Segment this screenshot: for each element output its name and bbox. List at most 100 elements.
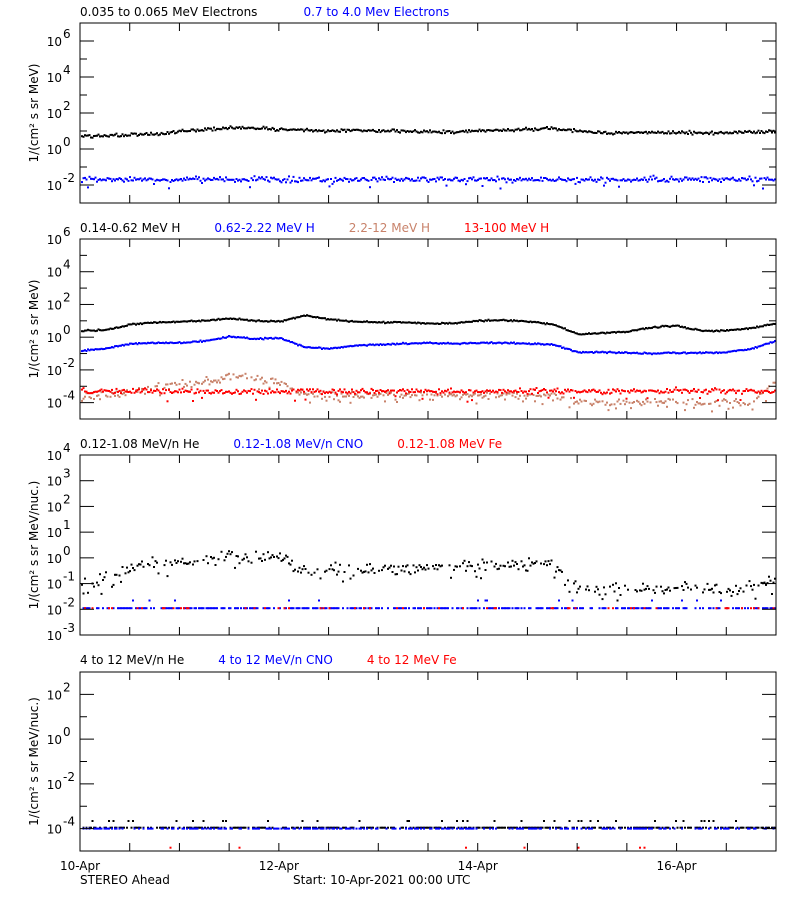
data-point [340, 178, 343, 181]
data-point [640, 827, 643, 830]
data-point [91, 607, 94, 610]
data-point [664, 589, 667, 591]
data-point [700, 352, 703, 355]
data-point [538, 128, 541, 131]
data-point [559, 392, 562, 395]
data-point [516, 607, 518, 610]
data-point [259, 826, 262, 829]
data-point [715, 329, 718, 332]
data-point [679, 177, 682, 180]
data-point [573, 827, 575, 830]
y-tick-label: 10 [47, 449, 62, 463]
data-point [727, 329, 730, 332]
data-point [168, 342, 170, 345]
data-point [594, 389, 596, 392]
data-point [352, 607, 355, 610]
data-point [697, 351, 700, 354]
data-point [334, 561, 337, 564]
data-point [313, 607, 316, 610]
data-point [480, 177, 482, 180]
data-point [771, 341, 773, 344]
data-point [579, 351, 581, 354]
data-point [516, 390, 518, 393]
data-point [538, 390, 541, 393]
data-point [237, 336, 239, 338]
data-point [264, 826, 266, 829]
data-point [205, 555, 208, 558]
data-point [186, 562, 188, 565]
data-point [583, 826, 586, 829]
data-point [484, 341, 487, 344]
data-point [766, 826, 769, 829]
data-point [391, 389, 394, 392]
data-point [724, 827, 727, 830]
data-point [765, 178, 767, 181]
data-point [730, 826, 733, 829]
data-point [562, 396, 565, 399]
data-point [382, 129, 385, 132]
data-point [139, 563, 142, 566]
data-point [631, 607, 634, 610]
data-point [421, 826, 424, 829]
data-point [531, 128, 533, 130]
data-point [150, 177, 152, 180]
data-point [91, 177, 94, 180]
data-point [378, 321, 380, 324]
data-point [198, 826, 200, 829]
y-tick-label: 10 [47, 107, 62, 121]
data-point [300, 571, 302, 574]
data-point [105, 179, 107, 182]
data-point [609, 392, 611, 395]
data-point [762, 325, 764, 328]
data-point [163, 607, 166, 610]
data-point [369, 563, 371, 566]
data-point [189, 827, 191, 830]
data-point [462, 607, 464, 610]
data-point [318, 826, 320, 829]
data-point [370, 321, 373, 323]
data-point [148, 322, 151, 324]
data-point [756, 131, 758, 134]
data-point [267, 320, 269, 323]
data-point [204, 826, 206, 829]
data-point [667, 397, 670, 400]
data-point [475, 607, 478, 610]
data-point [175, 341, 178, 344]
data-point [397, 565, 400, 568]
data-point [741, 826, 743, 829]
data-point [682, 607, 685, 610]
data-point [277, 337, 280, 340]
data-point [91, 820, 94, 822]
data-point [184, 562, 187, 565]
data-point [720, 351, 722, 354]
data-point [319, 577, 322, 580]
data-point [751, 389, 754, 392]
data-point [628, 178, 631, 181]
data-point [84, 607, 86, 610]
data-point [208, 178, 211, 181]
data-point [543, 177, 545, 179]
data-point [279, 320, 281, 323]
data-point [498, 129, 500, 132]
data-point [685, 582, 688, 585]
data-point [156, 561, 158, 564]
data-point [513, 826, 515, 829]
data-point [277, 382, 280, 384]
data-point [298, 607, 301, 610]
data-point [132, 343, 134, 345]
data-point [601, 331, 604, 334]
data-point [396, 401, 398, 403]
data-point [703, 588, 706, 591]
data-point [393, 128, 395, 131]
data-point [190, 341, 193, 344]
data-point [198, 129, 200, 132]
data-point [298, 566, 301, 569]
data-point [205, 178, 208, 181]
data-point [684, 132, 686, 135]
data-point [537, 826, 539, 829]
data-point [712, 177, 715, 180]
data-point [196, 560, 199, 563]
data-point [354, 344, 356, 347]
data-point [367, 321, 370, 324]
data-point [220, 827, 223, 830]
